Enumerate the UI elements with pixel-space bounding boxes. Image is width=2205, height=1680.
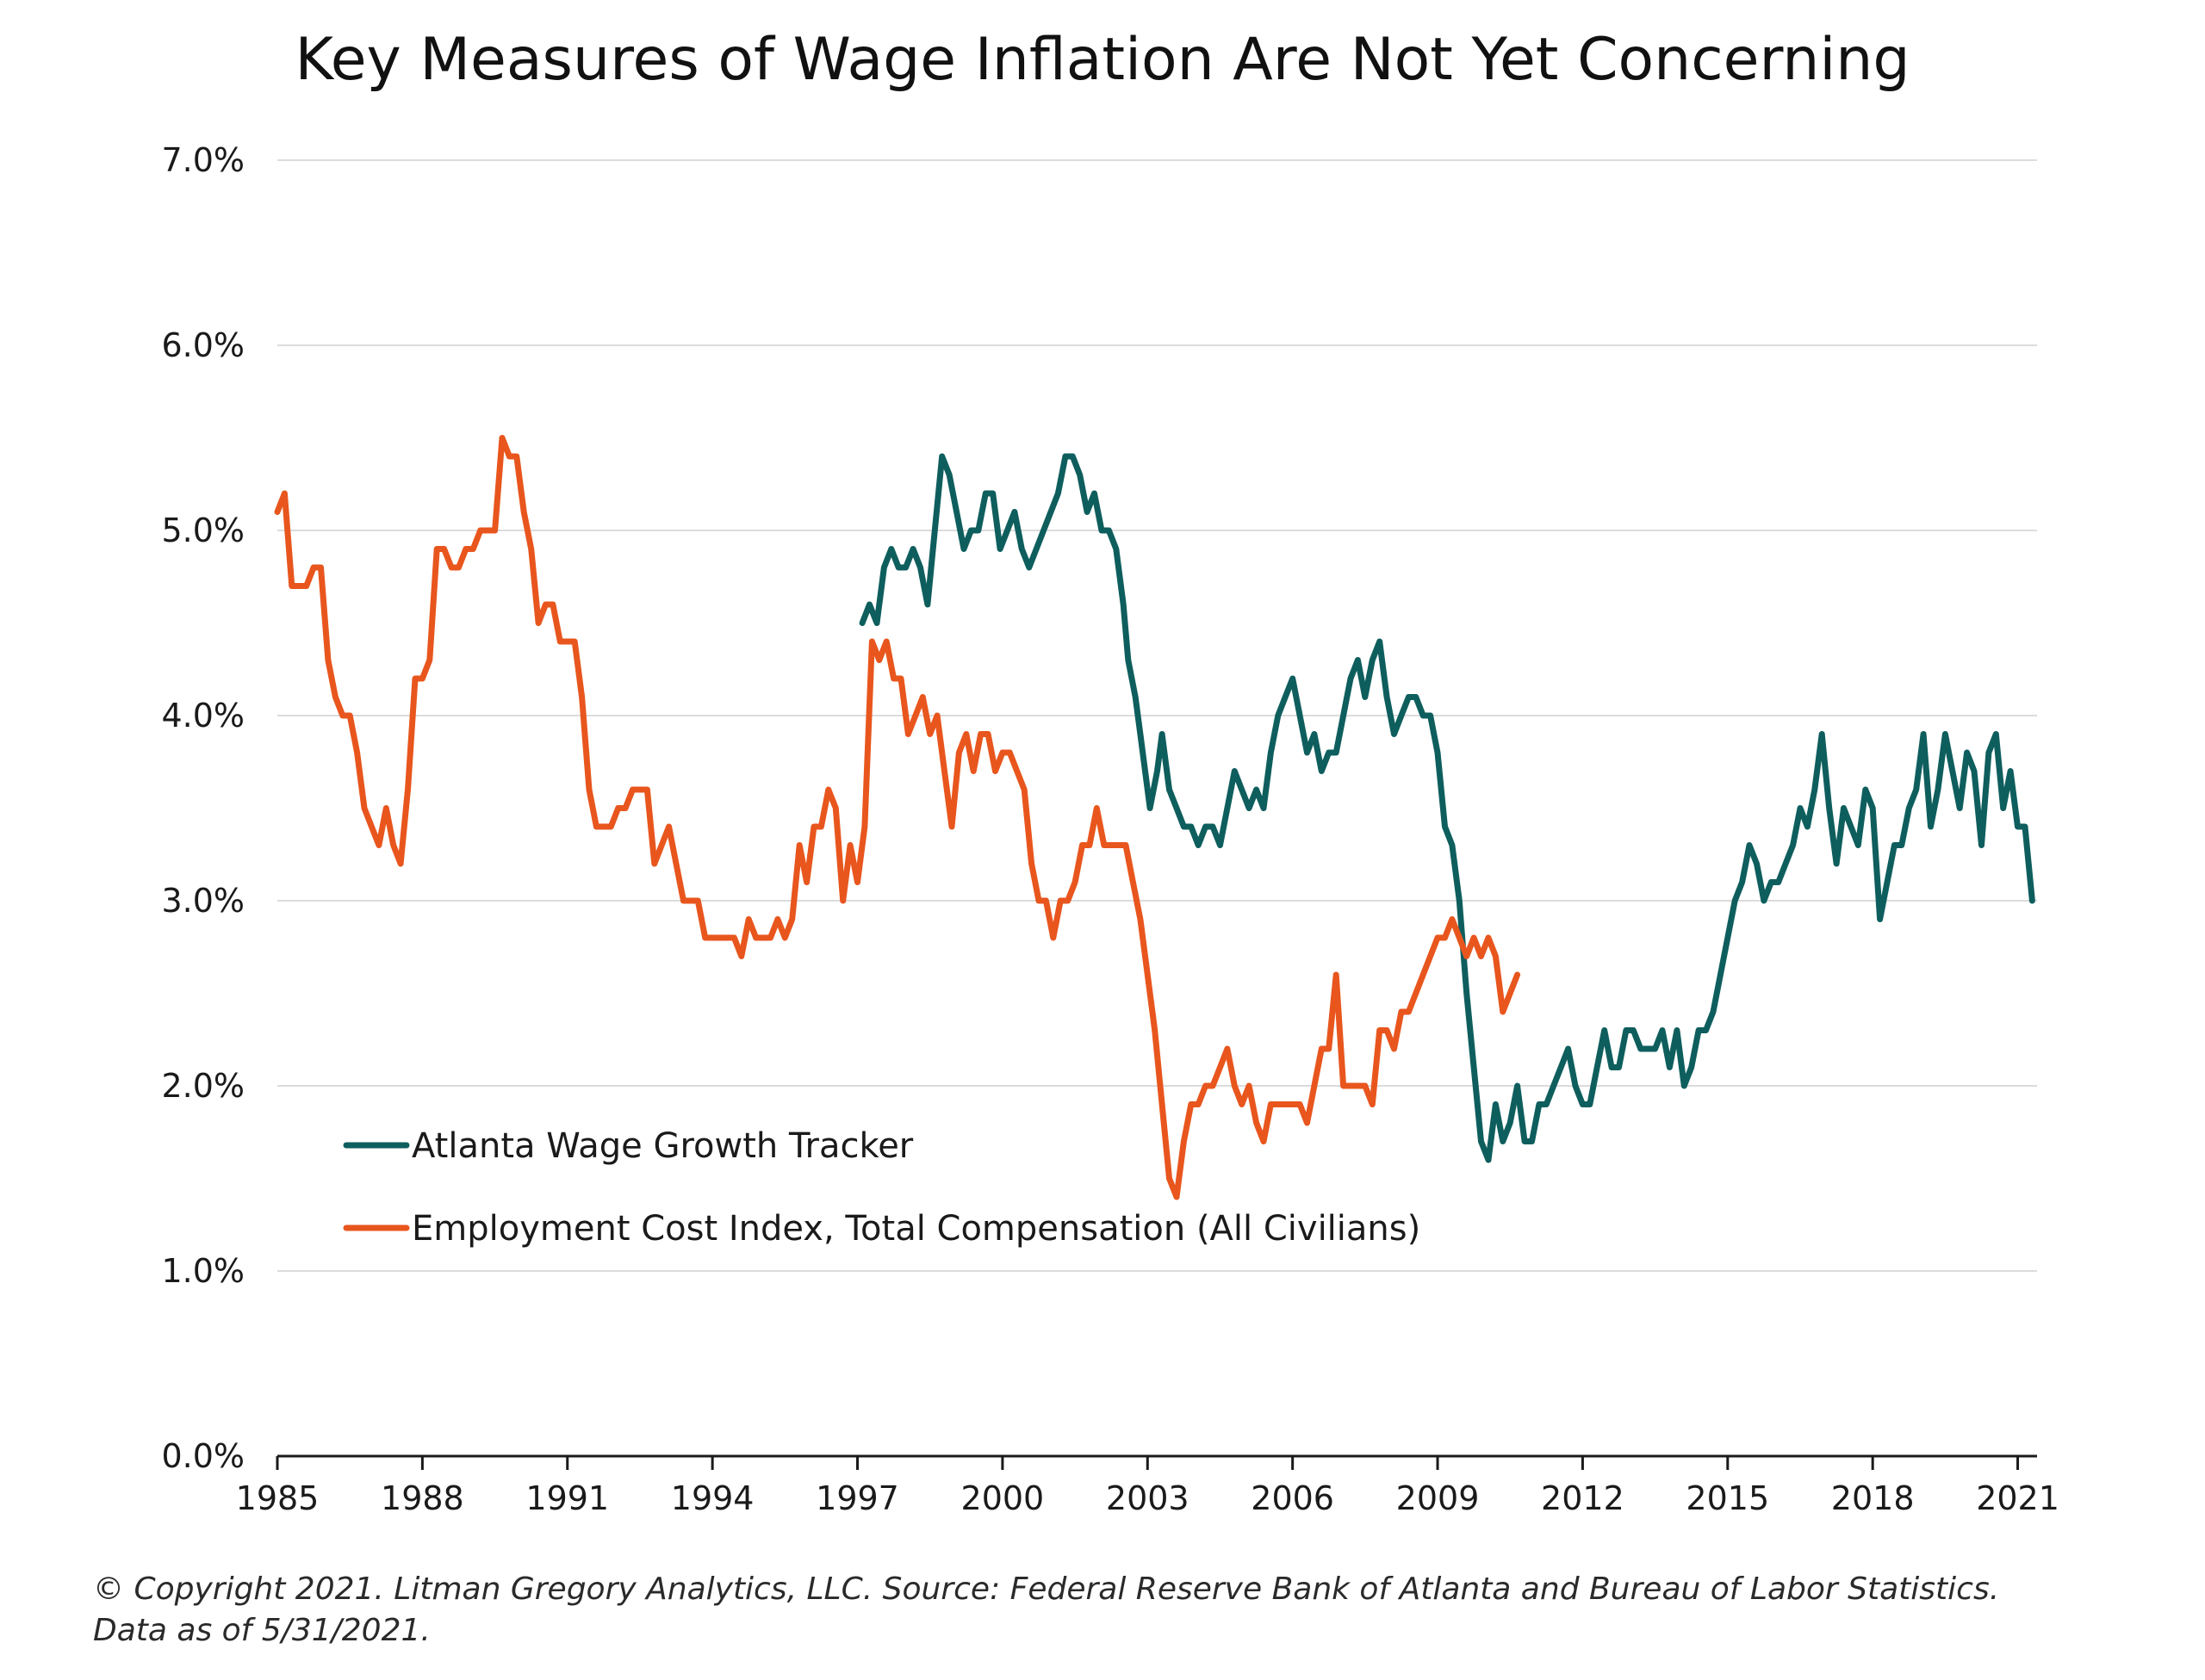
x-tick-label: 2012 [1541, 1479, 1624, 1517]
series-lines [274, 435, 2035, 1200]
legend: Atlanta Wage Growth Tracker Employment Co… [343, 1126, 1420, 1249]
x-tick-label: 2021 [1976, 1479, 2059, 1517]
x-tick-label: 2006 [1251, 1479, 1334, 1517]
copyright-line: © Copyright 2021. Litman Gregory Analyti… [93, 1572, 2000, 1607]
x-tick-label: 2018 [1831, 1479, 1915, 1517]
y-tick-label: 5.0% [161, 511, 245, 549]
y-tick-label: 4.0% [161, 697, 245, 735]
x-tick-label: 1997 [816, 1479, 899, 1517]
x-tick-label: 1988 [381, 1479, 464, 1517]
x-tick-label: 2000 [961, 1479, 1045, 1517]
y-tick-label: 3.0% [161, 882, 245, 920]
footer-note: © Copyright 2021. Litman Gregory Analyti… [93, 1569, 2177, 1652]
y-tick-label: 1.0% [161, 1252, 245, 1290]
y-axis: 0.0% 1.0% 2.0% 3.0% 4.0% 5.0% 6.0% 7.0% [161, 141, 245, 1475]
x-tick-label: 2003 [1106, 1479, 1189, 1517]
gridlines [277, 159, 2037, 1272]
y-tick-label: 7.0% [161, 141, 245, 179]
series-line-employment-cost-index-total-compensation-all-civilians [274, 435, 1521, 1200]
legend-label: Atlanta Wage Growth Tracker [412, 1126, 914, 1166]
x-tick-label: 1991 [525, 1479, 609, 1517]
legend-label: Employment Cost Index, Total Compensatio… [412, 1209, 1420, 1249]
x-tick-label: 1994 [671, 1479, 755, 1517]
x-tick-label: 2009 [1396, 1479, 1480, 1517]
x-tick-label: 1985 [236, 1479, 320, 1517]
y-tick-label: 2.0% [161, 1067, 245, 1105]
y-tick-label: 6.0% [161, 326, 245, 364]
chart-title: Key Measures of Wage Inflation Are Not Y… [295, 26, 1910, 94]
y-tick-label: 0.0% [161, 1437, 245, 1475]
x-tick-label: 2015 [1686, 1479, 1769, 1517]
series-line-atlanta-wage-growth-tracker [859, 453, 2035, 1163]
data-date-line: Data as of 5/31/2021. [93, 1613, 431, 1648]
x-axis: 1985 1988 1991 1994 1997 2000 2003 2006 2009 2012… [236, 1454, 2059, 1517]
